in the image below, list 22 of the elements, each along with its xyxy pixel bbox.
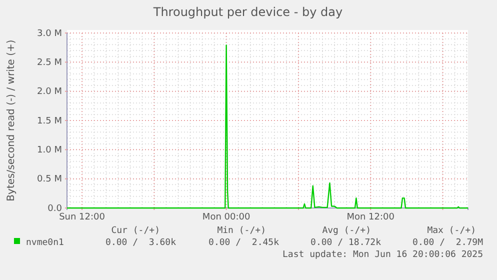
legend-label: nvme0n1 — [26, 238, 64, 248]
text: Max (-/+) — [427, 226, 476, 236]
x-tick-label: Sun 12:00 — [59, 212, 106, 222]
y-tick-label: 3.0 M — [37, 28, 62, 39]
y-tick-label: 0.5 M — [37, 174, 62, 185]
text: 0.00 / 2.79M — [412, 238, 484, 248]
y-axis-title: Bytes/second read (-) / write (+) — [6, 40, 17, 202]
y-tick-label: 0.0 — [48, 204, 62, 214]
text: 0.00 / 18.72k — [310, 238, 382, 248]
y-tick-label: 1.0 M — [37, 146, 62, 156]
y-tick-label: 1.5 M — [37, 116, 62, 126]
x-tick-label: Mon 12:00 — [346, 212, 395, 222]
text: Last update: Mon Jun 16 20:00:06 2025 — [282, 250, 483, 260]
text: 0.00 / 3.60k — [106, 238, 177, 248]
x-tick-label: Mon 00:00 — [202, 212, 250, 222]
text: Cur (-/+) — [111, 226, 160, 236]
text: 0.00 / 2.45k — [208, 238, 280, 248]
chart-title: Throughput per device - by day — [152, 5, 343, 19]
text: Avg (-/+) — [322, 226, 371, 236]
text: Min (-/+) — [217, 226, 266, 236]
y-tick-label: 2.0 M — [37, 87, 62, 98]
y-tick-label: 2.5 M — [37, 58, 62, 68]
